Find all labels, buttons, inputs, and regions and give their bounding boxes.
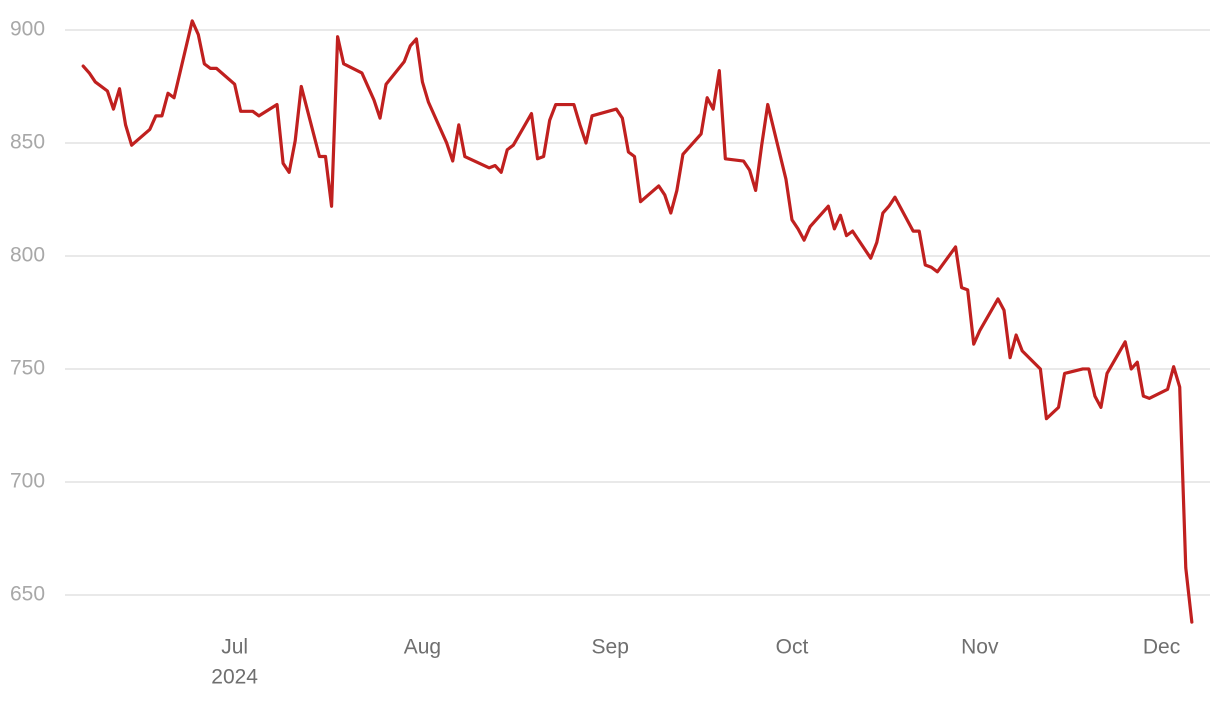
x-tick-label: Aug: [404, 636, 441, 659]
y-tick-label: 800: [10, 244, 45, 267]
x-year-label: 2024: [211, 666, 258, 689]
price-line: [81, 19, 1194, 624]
x-tick-label: Jul: [221, 636, 248, 659]
y-tick-label: 850: [10, 131, 45, 154]
x-tick-label: Oct: [776, 636, 809, 659]
x-tick-label: Dec: [1143, 636, 1180, 659]
x-tick-label: Sep: [592, 636, 629, 659]
y-tick-label: 650: [10, 583, 45, 606]
x-tick-label: Nov: [961, 636, 999, 659]
y-tick-label: 700: [10, 470, 45, 493]
y-tick-label: 900: [10, 18, 45, 41]
y-tick-label: 750: [10, 357, 45, 380]
